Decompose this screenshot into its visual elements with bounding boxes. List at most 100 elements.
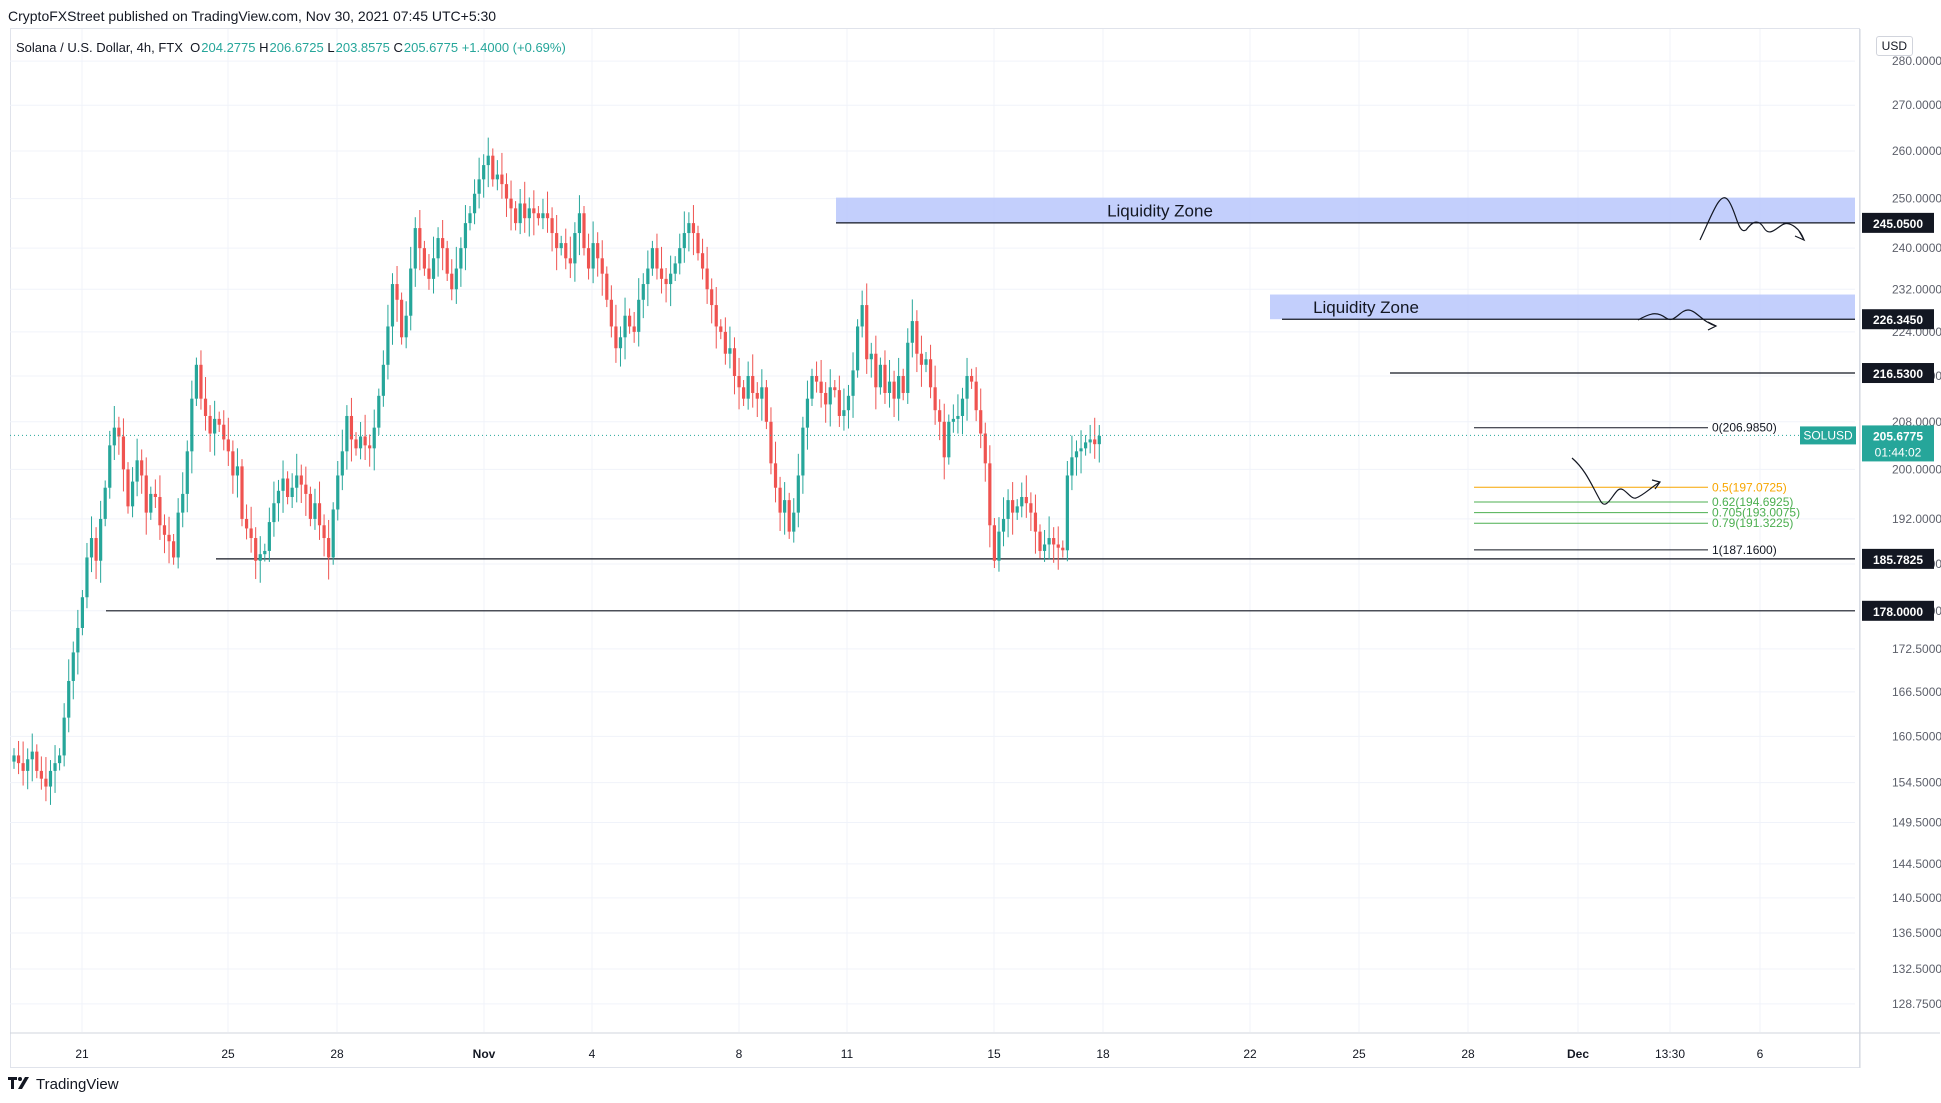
candle-body bbox=[108, 445, 112, 488]
candle-body bbox=[951, 418, 955, 422]
candle-body bbox=[363, 436, 367, 446]
y-tick-label: 136.5000 bbox=[1892, 926, 1941, 940]
candle-body bbox=[851, 370, 855, 396]
footer-brand[interactable]: TradingView bbox=[36, 1076, 119, 1093]
candle-body bbox=[1038, 531, 1042, 551]
candle-body bbox=[915, 321, 919, 354]
x-tick-label: Nov bbox=[473, 1047, 496, 1061]
candle-body bbox=[431, 258, 436, 279]
tradingview-logo-icon[interactable] bbox=[8, 1076, 30, 1093]
x-tick-label: 25 bbox=[221, 1047, 235, 1061]
close-value: 205.6775 bbox=[403, 40, 459, 55]
candle-body bbox=[769, 421, 773, 464]
candle-body bbox=[1079, 448, 1083, 452]
candle-body bbox=[445, 248, 449, 274]
candle-body bbox=[586, 248, 591, 269]
candle-body bbox=[1047, 538, 1051, 545]
candle-body bbox=[514, 208, 518, 224]
candle-body bbox=[1084, 442, 1088, 449]
candle-body bbox=[149, 493, 153, 513]
candle-body bbox=[1001, 518, 1006, 532]
candle-body bbox=[194, 364, 198, 399]
candle-body bbox=[404, 315, 408, 338]
y-tick-label: 240.0000 bbox=[1892, 241, 1941, 255]
fib-level-label: 0.62(194.6925) bbox=[1712, 495, 1793, 509]
candle-body bbox=[1033, 512, 1038, 532]
candle-body bbox=[632, 326, 636, 332]
candle-body bbox=[659, 268, 664, 279]
arrow-head-icon bbox=[1651, 479, 1662, 490]
candle-body bbox=[372, 427, 376, 449]
candle-body bbox=[637, 299, 641, 332]
candle-body bbox=[26, 759, 30, 771]
candle-body bbox=[783, 500, 787, 513]
candle-body bbox=[162, 525, 167, 535]
x-tick-label: 21 bbox=[75, 1047, 89, 1061]
grid-lines bbox=[10, 29, 1855, 1032]
candle-body bbox=[869, 353, 873, 360]
candle-body bbox=[276, 490, 281, 504]
candle-body bbox=[226, 439, 230, 452]
currency-badge[interactable]: USD bbox=[1875, 36, 1913, 56]
candle-body bbox=[801, 427, 805, 476]
candle-body bbox=[331, 509, 335, 558]
candle-body bbox=[755, 392, 759, 399]
y-tick-label: 166.5000 bbox=[1892, 685, 1941, 699]
candle-body bbox=[1088, 439, 1092, 443]
level-price-label: 178.0000 bbox=[1873, 605, 1923, 619]
candle-body bbox=[751, 375, 755, 393]
candle-body bbox=[317, 503, 322, 526]
candle-body bbox=[1052, 538, 1056, 545]
candle-body bbox=[249, 528, 253, 539]
candle-body bbox=[130, 481, 135, 507]
candle-body bbox=[691, 223, 696, 234]
candle-body bbox=[874, 353, 878, 388]
y-tick-label: 128.7500 bbox=[1892, 997, 1941, 1011]
candle-body bbox=[787, 500, 791, 532]
arrow-head-icon bbox=[1794, 230, 1806, 242]
candle-body bbox=[308, 493, 312, 519]
x-tick-label: 25 bbox=[1352, 1047, 1366, 1061]
candle-body bbox=[983, 433, 987, 464]
candle-body bbox=[409, 268, 413, 316]
y-tick-label: 144.5000 bbox=[1892, 857, 1941, 871]
candle-body bbox=[340, 451, 344, 476]
candle-body bbox=[1011, 500, 1015, 513]
candle-body bbox=[295, 475, 299, 488]
candle-body bbox=[892, 381, 896, 399]
candle-body bbox=[883, 364, 887, 393]
candle-body bbox=[454, 268, 458, 290]
candle-body bbox=[1097, 435, 1101, 445]
countdown-label: 01:44:02 bbox=[1875, 445, 1922, 459]
projected-path-arrow bbox=[1571, 457, 1661, 505]
candle-body bbox=[322, 525, 326, 539]
high-value: 206.6725 bbox=[269, 40, 324, 55]
liquidity-zone-label: Liquidity Zone bbox=[1107, 201, 1213, 220]
level-price-label: 226.3450 bbox=[1873, 313, 1923, 327]
y-tick-label: 132.5000 bbox=[1892, 962, 1941, 976]
candle-body bbox=[368, 445, 372, 449]
candle-body bbox=[477, 179, 481, 194]
candle-body bbox=[664, 278, 668, 285]
candle-body bbox=[842, 410, 846, 416]
x-tick-label: 4 bbox=[589, 1047, 596, 1061]
open-label: O bbox=[190, 40, 201, 55]
candle-body bbox=[53, 763, 57, 771]
liquidity-zone-label: Liquidity Zone bbox=[1313, 298, 1419, 317]
candle-body bbox=[468, 213, 472, 224]
candle-body bbox=[609, 299, 613, 327]
candle-body bbox=[286, 478, 290, 498]
candle-body bbox=[1020, 497, 1024, 507]
candle-body bbox=[126, 469, 130, 507]
candle-body bbox=[181, 493, 185, 513]
candle-body bbox=[728, 348, 732, 354]
projected-path-arrow bbox=[1637, 309, 1717, 327]
candle-body bbox=[486, 155, 490, 166]
candle-body bbox=[299, 475, 303, 485]
candle-body bbox=[244, 518, 249, 529]
candle-body bbox=[167, 534, 171, 542]
candle-body bbox=[336, 475, 340, 510]
candle-body bbox=[153, 493, 157, 498]
candle-body bbox=[527, 208, 531, 219]
